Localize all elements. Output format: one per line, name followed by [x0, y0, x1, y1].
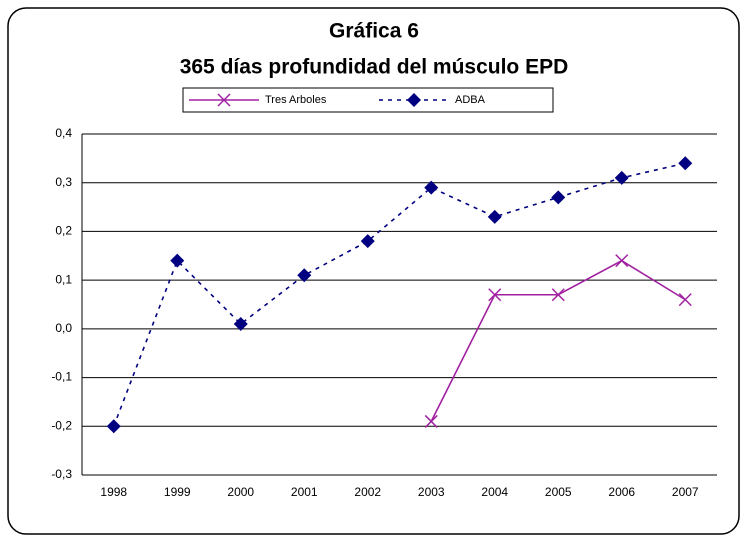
series-line: [113, 162, 686, 427]
legend-marker: [217, 93, 231, 107]
x-tick-label: 2004: [481, 485, 508, 499]
x-tick-label: 2001: [291, 485, 318, 499]
x-tick-label: 1999: [164, 485, 191, 499]
marker: [551, 190, 566, 205]
marker: [424, 414, 438, 428]
marker: [487, 209, 502, 224]
x-tick-label: 2005: [545, 485, 572, 499]
marker: [678, 156, 693, 171]
x-tick-label: 2000: [227, 485, 254, 499]
x-tick-label: 2006: [608, 485, 635, 499]
y-tick-label: 0,0: [55, 321, 72, 335]
marker: [297, 268, 312, 283]
y-tick-label: 0,2: [55, 224, 72, 238]
y-tick-label: -0,2: [51, 418, 72, 432]
marker: [360, 234, 375, 249]
y-tick-label: -0,1: [51, 370, 72, 384]
y-tick-label: -0,3: [51, 467, 72, 481]
x-tick-label: 2002: [354, 485, 381, 499]
x-tick-label: 2003: [418, 485, 445, 499]
legend-label: ADBA: [455, 94, 486, 106]
chart-subtitle: 365 días profundidad del músculo EPD: [180, 56, 569, 79]
legend-label: Tres Arboles: [265, 94, 327, 106]
marker: [614, 170, 629, 185]
x-tick-label: 1998: [100, 485, 127, 499]
marker: [615, 254, 629, 268]
x-tick-label: 2007: [672, 485, 699, 499]
marker: [678, 293, 692, 307]
marker: [424, 180, 439, 195]
y-tick-label: 0,3: [55, 175, 72, 189]
marker: [233, 316, 248, 331]
legend-marker: [407, 93, 421, 107]
marker: [106, 419, 121, 434]
marker: [551, 288, 565, 302]
marker: [170, 253, 185, 268]
y-tick-label: 0,4: [55, 126, 72, 140]
marker: [488, 288, 502, 302]
chart-title: Gráfica 6: [329, 20, 419, 43]
chart-frame: [7, 7, 740, 535]
y-tick-label: 0,1: [55, 272, 72, 286]
